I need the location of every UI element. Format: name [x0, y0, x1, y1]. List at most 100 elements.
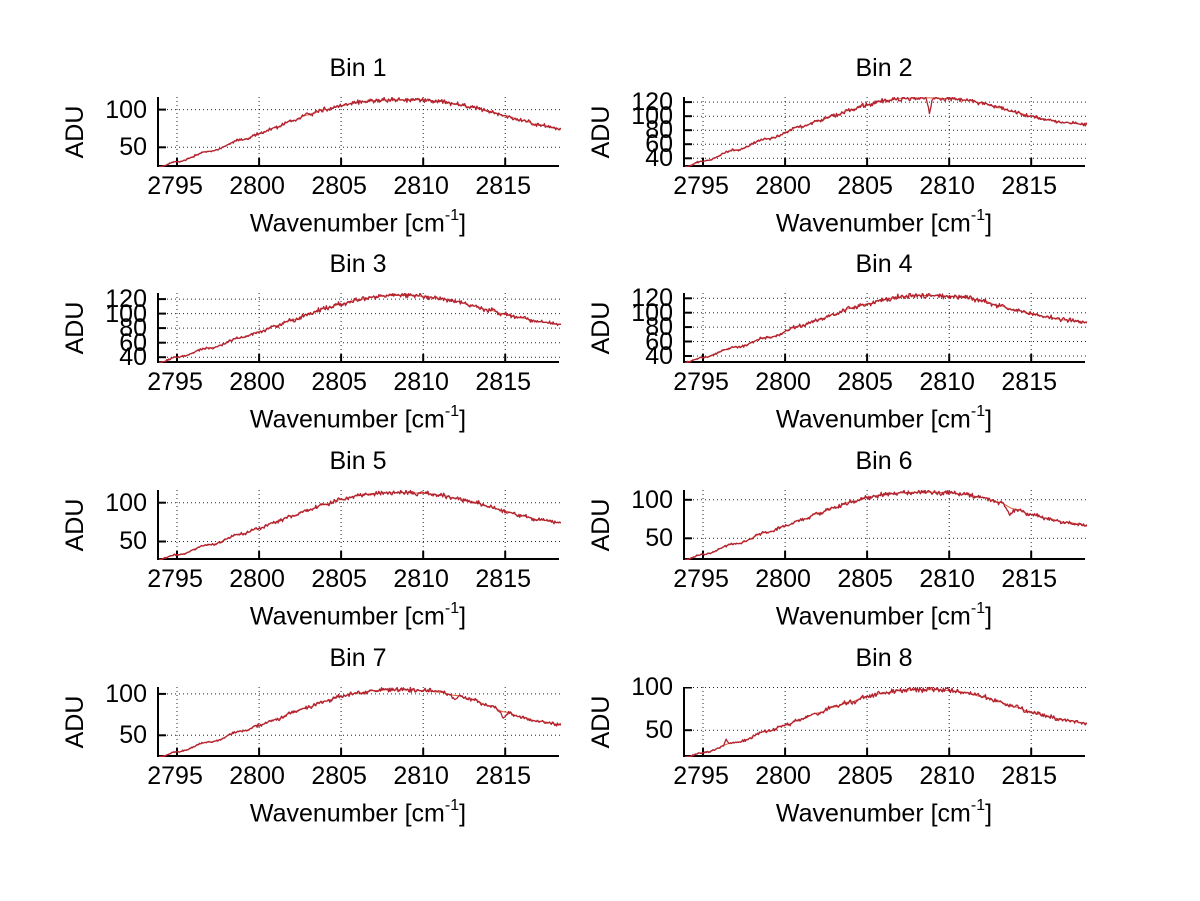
y-tick-label: 120	[105, 285, 147, 314]
x-axis-label-superscript: -1	[444, 797, 460, 814]
subplot-title: Bin 4	[855, 250, 913, 278]
x-axis-label-text: Wavenumber [cm	[249, 602, 445, 631]
plot-svg	[685, 687, 1087, 757]
x-axis-label-superscript: -1	[970, 797, 986, 814]
spectrum-trace	[159, 293, 561, 363]
x-tick-label: 2805	[837, 172, 893, 200]
x-axis-label: Wavenumber [cm-1]	[157, 203, 559, 237]
plot-area	[157, 97, 561, 167]
x-axis-label-bracket: ]	[459, 602, 467, 631]
x-axis-label-bracket: ]	[459, 209, 467, 238]
plot-svg	[159, 687, 561, 757]
y-axis-label: ADU	[61, 105, 89, 159]
x-axis-label-text: Wavenumber [cm	[249, 209, 445, 238]
x-tick-label: 2815	[475, 565, 532, 593]
plot-svg	[685, 97, 1087, 167]
plot-area	[157, 687, 561, 757]
x-axis-label: Wavenumber [cm-1]	[683, 793, 1085, 827]
y-tick-label: 100	[105, 95, 147, 124]
plot-svg	[159, 97, 561, 167]
spectrum-trace-underlay	[159, 689, 561, 757]
plot-svg	[685, 490, 1087, 560]
x-axis-label-text: Wavenumber [cm	[249, 799, 445, 828]
y-tick-label: 50	[645, 716, 673, 745]
plot-svg	[685, 293, 1087, 363]
x-tick-label: 2795	[673, 172, 729, 200]
y-tick-label: 120	[631, 284, 673, 313]
x-tick-label: 2800	[755, 368, 811, 396]
x-axis-label: Wavenumber [cm-1]	[683, 399, 1085, 433]
plot-area	[157, 490, 561, 560]
subplot-title: Bin 2	[855, 54, 913, 82]
x-tick-label: 2805	[837, 762, 893, 790]
x-axis-label-superscript: -1	[970, 600, 986, 617]
y-tick-label: 60	[645, 130, 673, 159]
x-tick-label: 2805	[837, 565, 893, 593]
spectrum-trace	[685, 490, 1087, 560]
x-tick-label: 2795	[147, 368, 203, 396]
y-tick-label: 100	[631, 102, 673, 131]
x-axis-label: Wavenumber [cm-1]	[157, 793, 559, 827]
y-tick-label: 60	[645, 327, 673, 356]
x-axis-label: Wavenumber [cm-1]	[157, 399, 559, 433]
y-tick-label: 60	[119, 328, 147, 357]
y-tick-label: 50	[119, 133, 147, 162]
spectrum-trace-underlay	[685, 689, 1087, 757]
x-tick-label: 2805	[311, 762, 367, 790]
subplot-title: Bin 6	[855, 447, 913, 475]
spectrum-trace	[685, 97, 1087, 167]
x-axis-label-text: Wavenumber [cm	[775, 209, 971, 238]
x-tick-label: 2800	[229, 172, 285, 200]
x-axis-label-text: Wavenumber [cm	[775, 405, 971, 434]
x-axis-label-superscript: -1	[444, 403, 460, 420]
spectrum-trace	[159, 687, 561, 757]
y-tick-label: 100	[631, 485, 673, 514]
subplot-title: Bin 8	[855, 644, 913, 672]
spectrum-trace	[159, 490, 561, 560]
x-tick-label: 2815	[475, 762, 532, 790]
x-tick-label: 2795	[673, 368, 729, 396]
x-axis-label-bracket: ]	[985, 799, 993, 828]
x-tick-label: 2815	[475, 172, 532, 200]
plot-svg	[159, 490, 561, 560]
x-axis-label-superscript: -1	[444, 600, 460, 617]
plot-area	[683, 293, 1087, 363]
x-tick-label: 2795	[147, 565, 203, 593]
x-tick-label: 2810	[393, 762, 449, 790]
x-tick-label: 2800	[229, 565, 285, 593]
y-tick-label: 100	[105, 488, 147, 517]
y-tick-label: 80	[645, 313, 673, 342]
x-tick-label: 2810	[393, 565, 449, 593]
x-axis-label: Wavenumber [cm-1]	[683, 596, 1085, 630]
x-tick-label: 2800	[755, 762, 811, 790]
y-tick-label: 100	[631, 673, 673, 702]
subplot-title: Bin 7	[329, 644, 387, 672]
y-tick-label: 120	[631, 88, 673, 117]
y-axis-label: ADU	[61, 498, 89, 552]
y-tick-label: 40	[645, 144, 673, 173]
plot-area	[683, 490, 1087, 560]
y-tick-label: 40	[119, 343, 147, 372]
plot-area	[157, 293, 561, 363]
spectrum-trace	[685, 687, 1087, 757]
x-tick-label: 2810	[919, 368, 975, 396]
x-tick-label: 2800	[229, 762, 285, 790]
x-axis-label-superscript: -1	[444, 207, 460, 224]
x-axis-label-bracket: ]	[985, 602, 993, 631]
x-axis-label-bracket: ]	[459, 405, 467, 434]
plot-area	[683, 97, 1087, 167]
subplot-title: Bin 3	[329, 250, 387, 278]
plot-area	[683, 687, 1087, 757]
x-tick-label: 2810	[393, 368, 449, 396]
x-tick-label: 2810	[919, 762, 975, 790]
x-tick-label: 2810	[919, 172, 975, 200]
y-tick-label: 50	[119, 527, 147, 556]
x-tick-label: 2815	[1001, 762, 1058, 790]
x-tick-label: 2810	[393, 172, 449, 200]
x-axis-label-superscript: -1	[970, 207, 986, 224]
spectrum-trace-underlay	[685, 491, 1087, 560]
x-axis-label-bracket: ]	[985, 209, 993, 238]
y-tick-label: 80	[119, 314, 147, 343]
x-tick-label: 2815	[475, 368, 532, 396]
subplot-title: Bin 5	[329, 447, 387, 475]
